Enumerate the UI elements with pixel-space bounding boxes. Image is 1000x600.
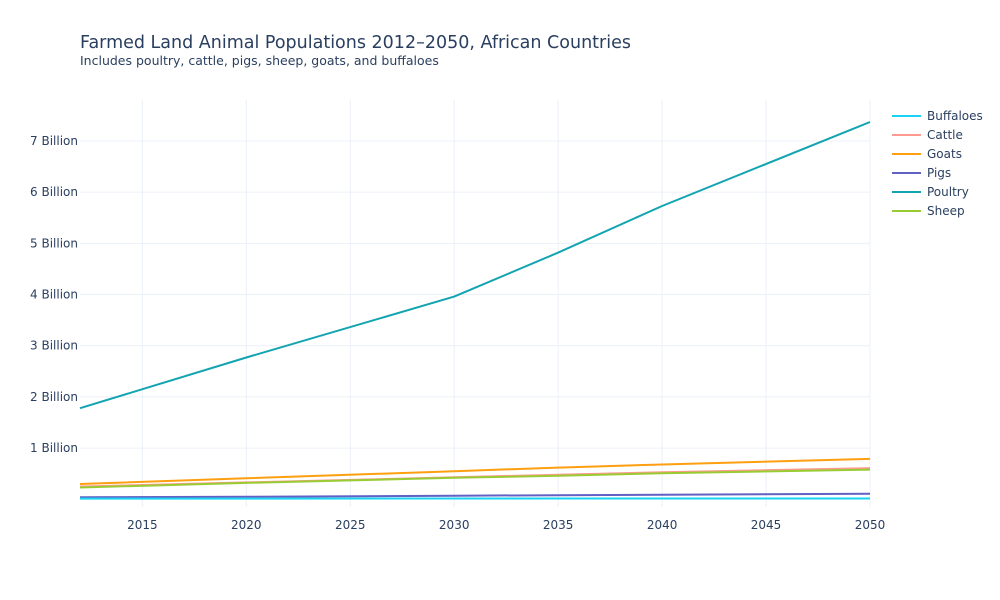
grid-lines <box>80 100 871 507</box>
y-tick-label: 7 Billion <box>30 134 78 148</box>
legend-label: Poultry <box>927 185 969 199</box>
x-tick-label: 2035 <box>543 518 574 532</box>
y-tick-label: 3 Billion <box>30 339 78 353</box>
x-tick-label: 2025 <box>335 518 366 532</box>
series-lines <box>79 121 871 500</box>
legend-label: Goats <box>927 147 962 161</box>
legend-item-cattle[interactable]: Cattle <box>892 128 963 142</box>
series-line-pigs[interactable] <box>79 492 871 499</box>
legend-item-buffaloes[interactable]: Buffaloes <box>892 109 983 123</box>
legend-label: Pigs <box>927 166 951 180</box>
legend-item-pigs[interactable]: Pigs <box>892 166 951 180</box>
x-tick-label: 2050 <box>855 518 886 532</box>
legend-item-sheep[interactable]: Sheep <box>892 204 965 218</box>
x-tick-label: 2020 <box>231 518 262 532</box>
y-tick-label: 5 Billion <box>30 236 78 250</box>
series-line-poultry[interactable] <box>79 121 871 410</box>
chart-subtitle: Includes poultry, cattle, pigs, sheep, g… <box>80 53 439 68</box>
legend: Buffaloes Cattle Goats Pigs Poultry Sheep <box>892 109 983 218</box>
series-line-goats[interactable] <box>79 457 871 485</box>
x-axis-ticks: 2015 2020 2025 2030 2035 2040 2045 2050 <box>127 518 885 532</box>
legend-item-goats[interactable]: Goats <box>892 147 962 161</box>
legend-item-poultry[interactable]: Poultry <box>892 185 969 199</box>
x-tick-label: 2040 <box>647 518 678 532</box>
y-tick-label: 6 Billion <box>30 185 78 199</box>
y-tick-label: 1 Billion <box>30 441 78 455</box>
legend-label: Sheep <box>927 204 965 218</box>
y-tick-label: 2 Billion <box>30 390 78 404</box>
y-tick-label: 4 Billion <box>30 288 78 302</box>
chart-title: Farmed Land Animal Populations 2012–2050… <box>80 33 631 53</box>
x-tick-label: 2015 <box>127 518 158 532</box>
x-tick-label: 2030 <box>439 518 470 532</box>
legend-label: Cattle <box>927 128 963 142</box>
x-tick-label: 2045 <box>751 518 782 532</box>
legend-label: Buffaloes <box>927 109 983 123</box>
y-axis-ticks: 1 Billion 2 Billion 3 Billion 4 Billion 5 Bi… <box>30 134 78 455</box>
series-line-sheep[interactable] <box>79 468 871 489</box>
